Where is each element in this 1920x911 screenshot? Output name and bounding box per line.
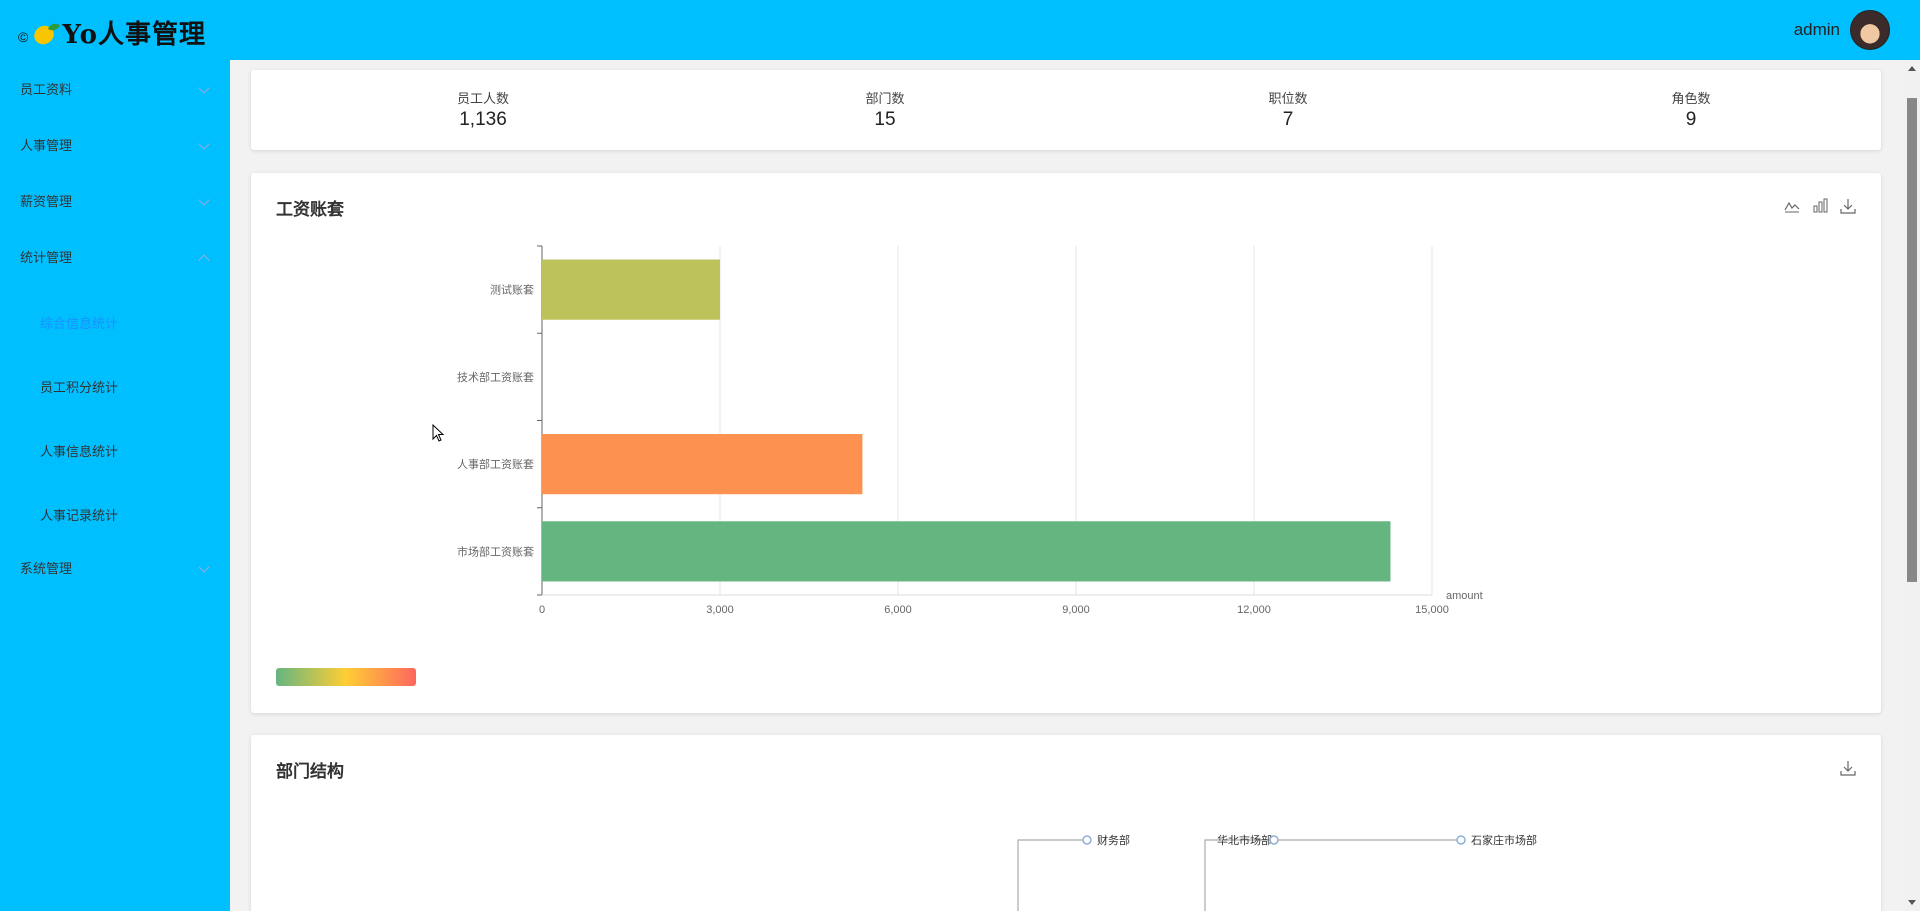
salary-chart-card: 工资账套 0 3,000 6,000 9,000 12,000 15,000 测试账套技术部… xyxy=(251,173,1881,713)
sidebar-menu-label: 人事管理 xyxy=(20,137,73,153)
stat-title: 角色数 xyxy=(1671,91,1711,106)
department-tree: 财务部 华北市场部 石家庄市场部 xyxy=(1017,833,1537,911)
sidebar-item-label: 员工积分统计 xyxy=(40,379,119,395)
scrollbar-thumb[interactable] xyxy=(1907,98,1917,582)
x-axis-name: amount xyxy=(1446,590,1483,602)
copyright-mark: © xyxy=(18,28,29,45)
y-category-label: 技术部工资账套 xyxy=(457,370,534,384)
bar-chart-icon[interactable] xyxy=(1812,198,1828,214)
app-logo[interactable]: © Yo人事管理 xyxy=(18,14,206,51)
download-icon[interactable] xyxy=(1840,760,1856,776)
chevron-down-icon xyxy=(198,561,210,573)
page-scrollbar[interactable] xyxy=(1904,60,1920,911)
stats-card: 员工人数 1,136 部门数 15 职位数 7 角色数 9 xyxy=(251,70,1881,150)
tree-node-label: 华北市场部 xyxy=(1217,833,1272,847)
sidebar-item-personnel-info-stats[interactable]: 人事信息统计 xyxy=(0,422,230,478)
scroll-up-arrow-icon[interactable] xyxy=(1908,66,1916,71)
chevron-down-icon xyxy=(198,194,210,206)
tree-node[interactable] xyxy=(1082,835,1092,845)
stat-value: 1,136 xyxy=(459,109,507,130)
x-tick-label: 0 xyxy=(539,604,545,616)
tree-node[interactable] xyxy=(1456,835,1466,845)
sidebar-item-score-stats[interactable]: 员工积分统计 xyxy=(0,358,230,414)
sidebar-menu-employee[interactable]: 员工资料 xyxy=(0,60,230,116)
avatar[interactable] xyxy=(1850,10,1890,50)
y-category-label: 测试账套 xyxy=(490,284,534,297)
tree-node-label: 石家庄市场部 xyxy=(1471,833,1537,847)
download-icon[interactable] xyxy=(1840,198,1856,214)
chevron-down-icon xyxy=(198,82,210,94)
tree-node[interactable] xyxy=(1269,835,1279,845)
app-title: Yo人事管理 xyxy=(62,20,206,50)
tree-link xyxy=(1017,839,1087,911)
y-category-label: 市场部工资账套 xyxy=(457,544,534,558)
sidebar-menu-label: 员工资料 xyxy=(20,81,73,97)
salary-chart-title: 工资账套 xyxy=(276,200,344,219)
username[interactable]: admin xyxy=(1793,20,1840,39)
bar[interactable] xyxy=(542,434,863,495)
top-header: © Yo人事管理 admin xyxy=(0,0,1920,60)
stat-title: 员工人数 xyxy=(456,91,509,106)
line-chart-icon[interactable] xyxy=(1784,198,1800,214)
stat-position-count: 职位数 7 xyxy=(1228,88,1348,131)
bar[interactable] xyxy=(542,521,1391,582)
stat-role-count: 角色数 9 xyxy=(1631,88,1751,131)
main-content: 员工人数 1,136 部门数 15 职位数 7 角色数 9 工资账套 xyxy=(230,60,1904,911)
x-tick-label: 12,000 xyxy=(1237,604,1271,616)
sidebar-menu: 员工资料 人事管理 薪资管理 统计管理 综合信息统计 员工积分统计 人事信息统计… xyxy=(0,60,230,595)
department-chart-title: 部门结构 xyxy=(276,762,344,781)
chevron-up-icon xyxy=(198,254,210,266)
sidebar-menu-statistics[interactable]: 统计管理 xyxy=(0,228,230,284)
x-tick-label: 9,000 xyxy=(1062,604,1090,616)
sidebar-item-label: 人事信息统计 xyxy=(40,443,119,459)
chevron-down-icon xyxy=(198,138,210,150)
sidebar-item-overall-stats[interactable]: 综合信息统计 xyxy=(0,294,230,350)
stat-value: 7 xyxy=(1282,109,1294,130)
mouse-pointer-icon xyxy=(432,424,445,442)
salary-bar-chart: 0 3,000 6,000 9,000 12,000 15,000 测试账套技术部工资账套人… xyxy=(457,245,1483,616)
y-category-label: 人事部工资账套 xyxy=(457,457,534,471)
sidebar-menu-label: 薪资管理 xyxy=(20,193,73,209)
x-tick-label: 6,000 xyxy=(884,604,912,616)
sidebar-item-personnel-record-stats[interactable]: 人事记录统计 xyxy=(0,486,230,542)
sidebar-menu-salary[interactable]: 薪资管理 xyxy=(0,172,230,228)
sidebar-menu-label: 系统管理 xyxy=(20,560,73,576)
stat-title: 职位数 xyxy=(1268,91,1308,106)
scroll-down-arrow-icon[interactable] xyxy=(1908,900,1916,905)
sidebar-item-label: 人事记录统计 xyxy=(40,507,119,523)
stat-value: 15 xyxy=(874,109,896,130)
user-menu[interactable]: admin xyxy=(1794,10,1890,50)
sidebar-menu-personnel[interactable]: 人事管理 xyxy=(0,116,230,172)
sidebar-menu-system[interactable]: 系统管理 xyxy=(0,539,230,595)
x-tick-label: 15,000 xyxy=(1415,604,1449,616)
chart-toolbox xyxy=(1840,760,1856,776)
stat-department-count: 部门数 15 xyxy=(825,88,945,131)
sidebar: 员工资料 人事管理 薪资管理 统计管理 综合信息统计 员工积分统计 人事信息统计… xyxy=(0,60,230,911)
visual-map-legend[interactable] xyxy=(276,668,416,686)
tree-node-label: 财务部 xyxy=(1097,833,1130,847)
x-tick-label: 3,000 xyxy=(706,604,734,616)
stat-title: 部门数 xyxy=(865,91,905,106)
bar[interactable] xyxy=(542,259,720,320)
sidebar-menu-label: 统计管理 xyxy=(20,249,73,265)
sidebar-item-label: 综合信息统计 xyxy=(40,315,119,331)
tree-link xyxy=(1204,839,1274,911)
pineapple-icon xyxy=(31,20,61,48)
department-structure-card: 部门结构 财务部 华北市场部 石家庄市场部 xyxy=(251,735,1881,911)
stat-value: 9 xyxy=(1685,109,1697,130)
chart-toolbox xyxy=(1784,198,1856,214)
stat-employee-count: 员工人数 1,136 xyxy=(423,88,543,131)
